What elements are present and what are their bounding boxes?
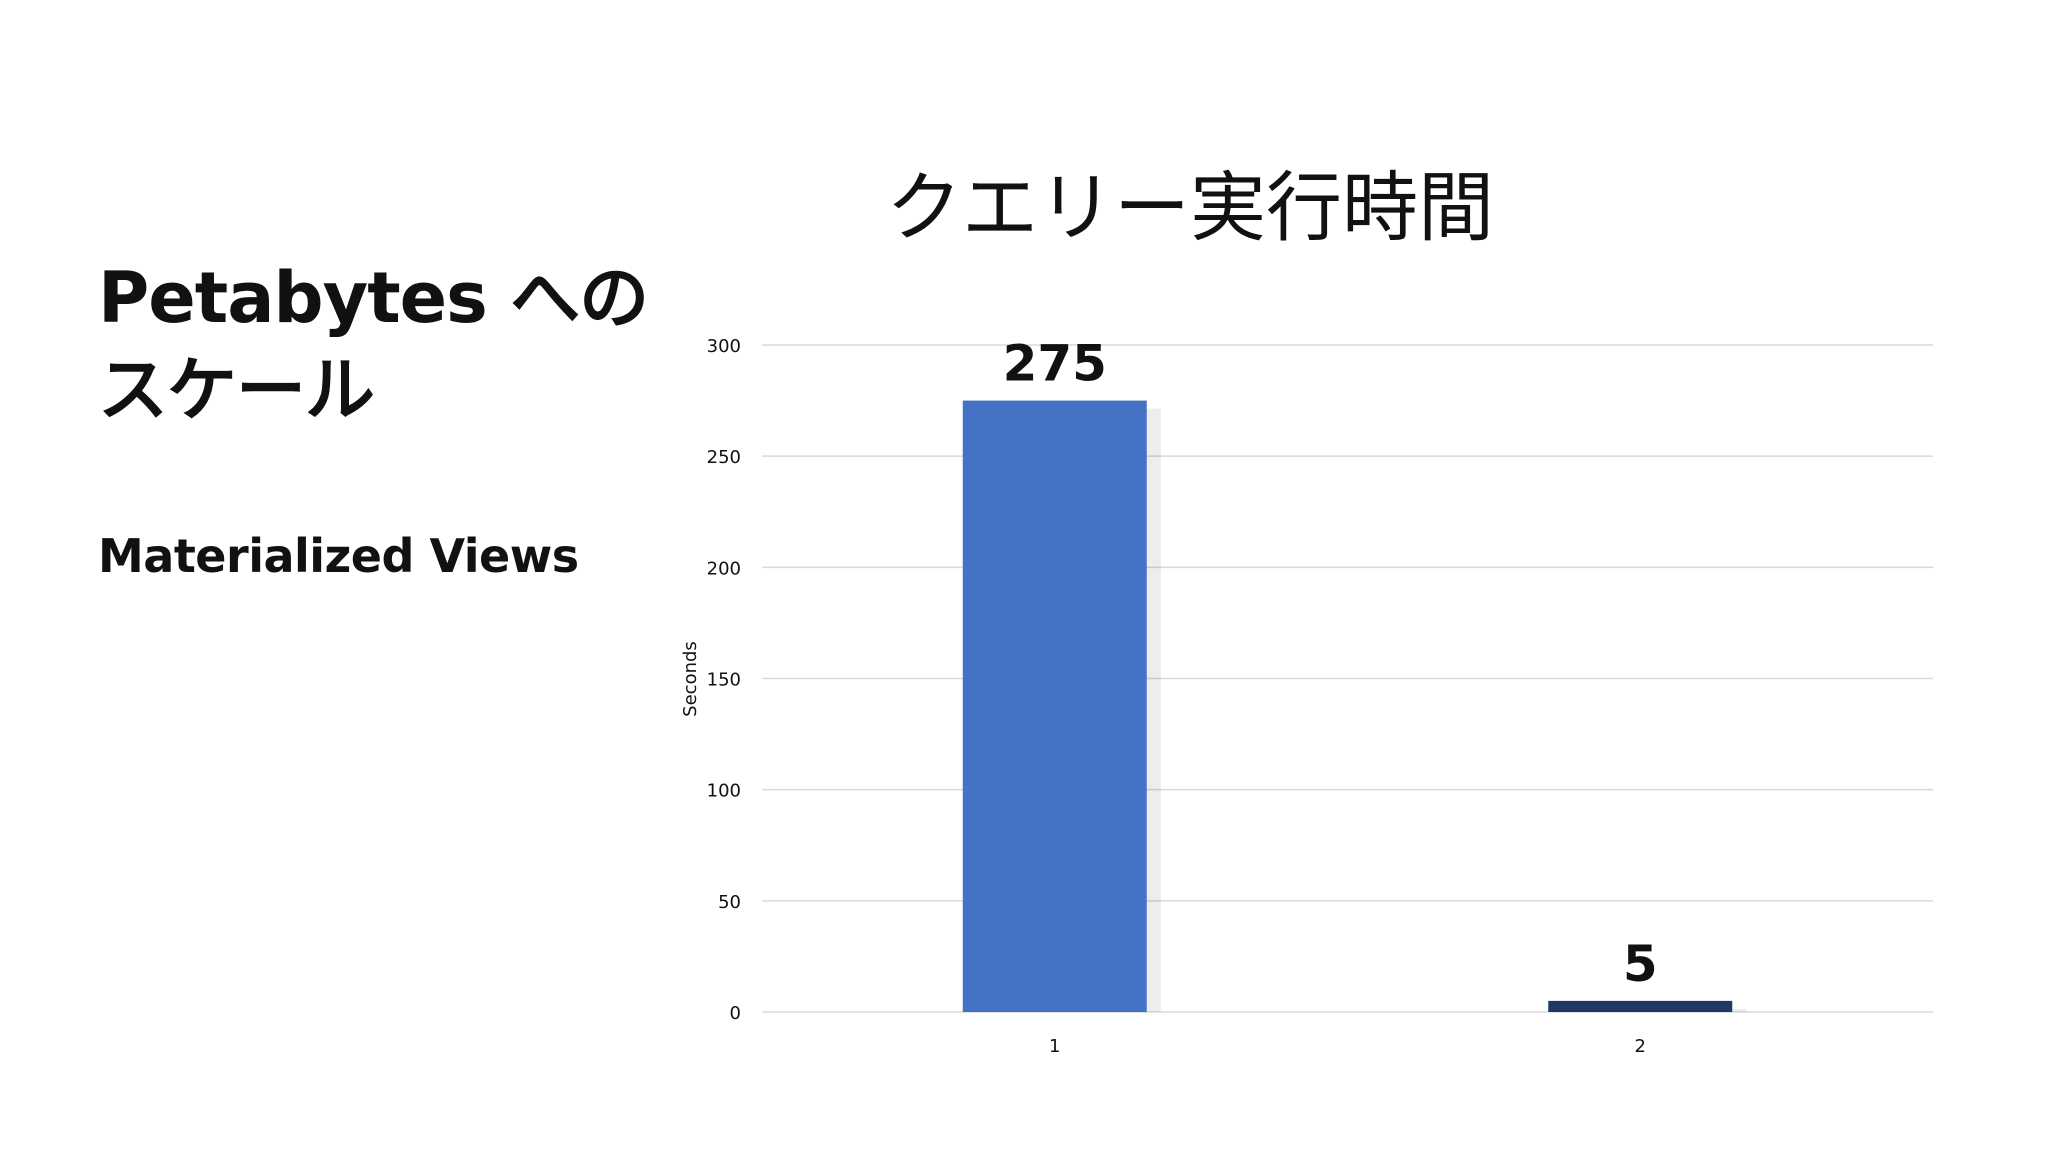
y-axis-label: Seconds — [680, 641, 701, 717]
slide-title: Petabytes への スケール — [98, 252, 658, 436]
bars — [962, 400, 1747, 1012]
y-tick-label: 0 — [730, 1003, 741, 1024]
y-tick-label: 50 — [718, 892, 741, 913]
x-tick-label: 1 — [1049, 1036, 1060, 1057]
chart-title: クエリー実行時間 — [886, 163, 1494, 252]
data-label: 275 — [1003, 335, 1107, 393]
y-tick-label: 150 — [707, 670, 741, 691]
bar-2 — [1548, 1000, 1733, 1012]
grid-lines — [762, 344, 1933, 1013]
slide-title-line-1: Petabytes への — [98, 257, 649, 339]
bar-1 — [962, 400, 1147, 1012]
x-tick-label: 2 — [1635, 1036, 1646, 1057]
y-tick-labels: 0 50 100 150 200 250 300 — [707, 336, 741, 1024]
y-tick-label: 250 — [707, 447, 741, 468]
data-label: 5 — [1623, 935, 1658, 993]
slide-title-line-2: スケール — [98, 349, 375, 431]
y-tick-label: 100 — [707, 781, 741, 802]
slide-subtitle: Materialized Views — [98, 529, 579, 583]
y-tick-label: 200 — [707, 558, 741, 579]
y-tick-label: 300 — [707, 336, 741, 357]
data-labels: 275 5 — [1003, 335, 1658, 993]
